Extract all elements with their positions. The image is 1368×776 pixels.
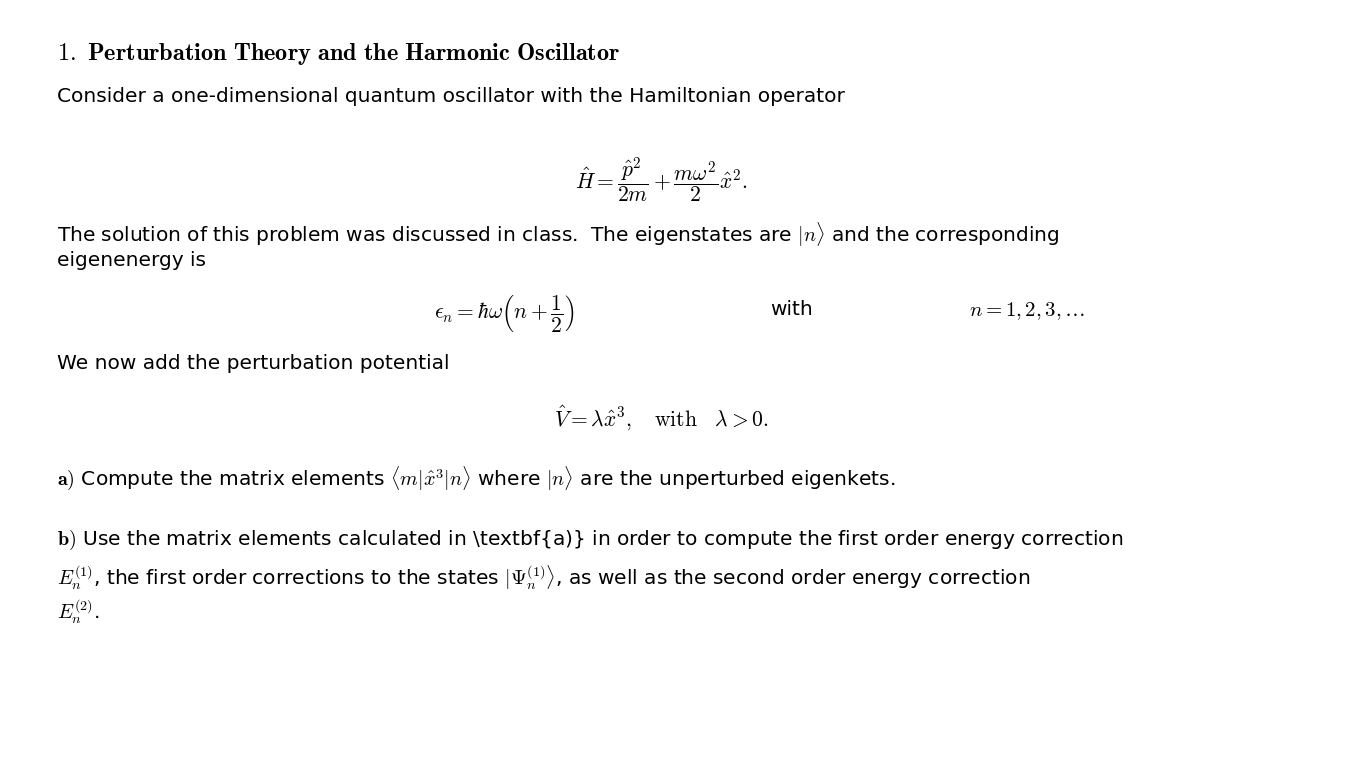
- Text: $E_n^{(1)}$, the first order corrections to the states $|\Psi_n^{(1)}\rangle$, a: $E_n^{(1)}$, the first order corrections…: [56, 563, 1030, 592]
- Text: eigenenergy is: eigenenergy is: [56, 251, 205, 270]
- Text: $\hat{V} = \lambda\hat{x}^{3}, \quad \text{with} \quad \lambda > 0.$: $\hat{V} = \lambda\hat{x}^{3}, \quad \te…: [554, 404, 769, 432]
- Text: We now add the perturbation potential: We now add the perturbation potential: [56, 354, 449, 372]
- Text: $E_n^{(2)}$.: $E_n^{(2)}$.: [56, 598, 100, 625]
- Text: Consider a one-dimensional quantum oscillator with the Hamiltonian operator: Consider a one-dimensional quantum oscil…: [56, 87, 844, 106]
- Text: $\bf{1.\ Perturbation\ Theory\ and\ the\ Harmonic\ Oscillator}$: $\bf{1.\ Perturbation\ Theory\ and\ the\…: [56, 41, 620, 68]
- Text: $\mathbf{a)}$ Compute the matrix elements $\langle m|\hat{x}^{3}|n\rangle$ where: $\mathbf{a)}$ Compute the matrix element…: [56, 464, 895, 492]
- Text: The solution of this problem was discussed in class.  The eigenstates are $|n\ra: The solution of this problem was discuss…: [56, 220, 1059, 249]
- Text: $\hat{H} = \dfrac{\hat{p}^{2}}{2m} + \dfrac{m\omega^{2}}{2}\hat{x}^{2}.$: $\hat{H} = \dfrac{\hat{p}^{2}}{2m} + \df…: [575, 155, 747, 205]
- Text: $\mathbf{b)}$ Use the matrix elements calculated in \textbf{a)} in order to comp: $\mathbf{b)}$ Use the matrix elements ca…: [56, 529, 1123, 552]
- Text: $\epsilon_n = \hbar\omega\left(n + \dfrac{1}{2}\right)$: $\epsilon_n = \hbar\omega\left(n + \dfra…: [434, 293, 575, 334]
- Text: $n = 1, 2, 3, \ldots$: $n = 1, 2, 3, \ldots$: [969, 300, 1085, 322]
- Text: with: with: [770, 300, 813, 320]
